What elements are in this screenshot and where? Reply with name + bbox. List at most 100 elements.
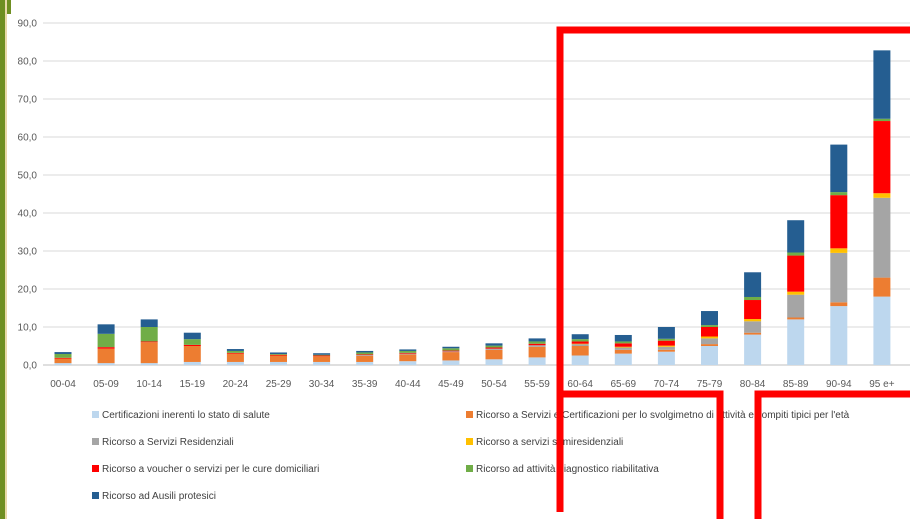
bar-segment	[442, 348, 460, 351]
bar-segment	[356, 350, 374, 353]
bar-segment	[183, 346, 201, 362]
bar-segment	[356, 354, 374, 356]
bar-segment	[485, 349, 503, 360]
bar-segment	[97, 333, 115, 348]
x-tick-label: 90-94	[826, 379, 852, 390]
legend-swatch	[92, 465, 99, 472]
bar-segment	[313, 361, 331, 365]
bar-segment	[873, 193, 891, 198]
bar-segment	[97, 348, 115, 364]
bar-segment	[399, 354, 417, 362]
bar-segment	[183, 361, 201, 365]
left-green-frame	[0, 0, 11, 519]
bar-segment	[830, 302, 848, 307]
bar-segment	[442, 360, 460, 365]
x-tick-label: 05-09	[93, 379, 119, 390]
bar-segment	[657, 349, 675, 352]
legend-swatch	[92, 492, 99, 499]
bar-segment	[485, 348, 503, 350]
legend-swatch	[92, 438, 99, 445]
bar-segment	[226, 350, 244, 353]
gridlines	[43, 22, 910, 366]
bar-segment	[830, 252, 848, 303]
bar-segment	[614, 341, 632, 344]
x-tick-label: 15-19	[180, 379, 206, 390]
bar-segment	[270, 354, 287, 356]
bar-segment	[226, 349, 244, 351]
x-tick-label: 10-14	[136, 379, 162, 390]
bar-segment	[183, 339, 201, 345]
legend-label: Ricorso ad attività diagnostico riabilit…	[476, 464, 659, 475]
bar-segment	[657, 345, 675, 347]
legend-label: Ricorso a voucher o servizi per le cure …	[102, 464, 319, 475]
bar-segment	[140, 327, 158, 342]
bar-segment	[528, 345, 546, 347]
bar-segment	[701, 311, 718, 326]
bar-segment	[442, 346, 460, 349]
y-tick-label: 40,0	[18, 209, 38, 220]
y-tick-label: 70,0	[18, 95, 38, 106]
bar-segment	[614, 346, 632, 348]
y-tick-label: 90,0	[18, 19, 38, 30]
bar-segment	[830, 192, 848, 196]
y-tick-label: 0,0	[23, 361, 37, 372]
red-highlight-outline	[556, 26, 910, 519]
bar-segment	[313, 356, 331, 362]
y-tick-label: 50,0	[18, 171, 38, 182]
bars	[54, 50, 891, 365]
bar-segment	[442, 351, 460, 353]
x-tick-label: 25-29	[266, 379, 292, 390]
x-tick-label: 85-89	[783, 379, 809, 390]
legend-label: Ricorso a Servizi e Certificazioni per l…	[476, 410, 850, 421]
bar-segment	[701, 336, 718, 339]
x-tick-label: 80-84	[740, 379, 766, 390]
bar-segment	[873, 118, 891, 122]
bar-segment	[270, 353, 287, 355]
legend-label: Ricorso a servizi semiresidenziali	[476, 437, 623, 448]
bar-segment	[399, 352, 417, 354]
legend-label: Ricorso a Servizi Residenziali	[102, 437, 234, 448]
bar-segment	[571, 341, 589, 344]
bar-segment	[571, 343, 589, 345]
bar-segment	[313, 355, 331, 357]
bar-segment	[787, 220, 805, 253]
bar-segment	[270, 361, 287, 365]
bar-segment	[356, 355, 374, 362]
bar-segment	[701, 338, 718, 345]
y-tick-label: 10,0	[18, 323, 38, 334]
x-tick-label: 95 e+	[869, 379, 894, 390]
bar-segment	[701, 325, 718, 327]
bar-segment	[140, 342, 158, 364]
bar-segment	[744, 332, 762, 335]
bar-segment	[485, 343, 503, 346]
bar-segment	[442, 352, 460, 361]
bar-segment	[140, 319, 158, 327]
legend-swatch	[466, 411, 473, 418]
bar-segment	[270, 355, 287, 362]
bar-segment	[399, 361, 417, 365]
bar-segment	[787, 319, 805, 365]
bar-segment	[744, 272, 762, 297]
x-tick-label: 20-24	[223, 379, 249, 390]
bar-segment	[614, 343, 632, 347]
bar-segment	[183, 344, 201, 346]
bar-segment	[356, 355, 374, 356]
bar-segment	[140, 341, 158, 343]
bar-segment	[614, 347, 632, 350]
bar-segment	[528, 343, 546, 346]
y-tick-label: 60,0	[18, 133, 38, 144]
x-tick-label: 70-74	[654, 379, 680, 390]
bar-segment	[873, 50, 891, 119]
bar-segment	[313, 353, 331, 355]
y-axis-tick-labels: 0,0 10,0 20,0 30,0 40,0 50,0 60,0 70,0 80,0 90,0	[18, 19, 38, 372]
x-tick-label: 65-69	[611, 379, 637, 390]
bar-segment	[787, 255, 805, 292]
bar-segment	[226, 353, 244, 362]
bar-segment	[97, 324, 115, 334]
x-tick-label: 75-79	[697, 379, 723, 390]
bar-segment	[657, 338, 675, 341]
bar-segment	[787, 252, 805, 256]
bar-segment	[54, 363, 72, 365]
bar-segment	[701, 344, 718, 346]
